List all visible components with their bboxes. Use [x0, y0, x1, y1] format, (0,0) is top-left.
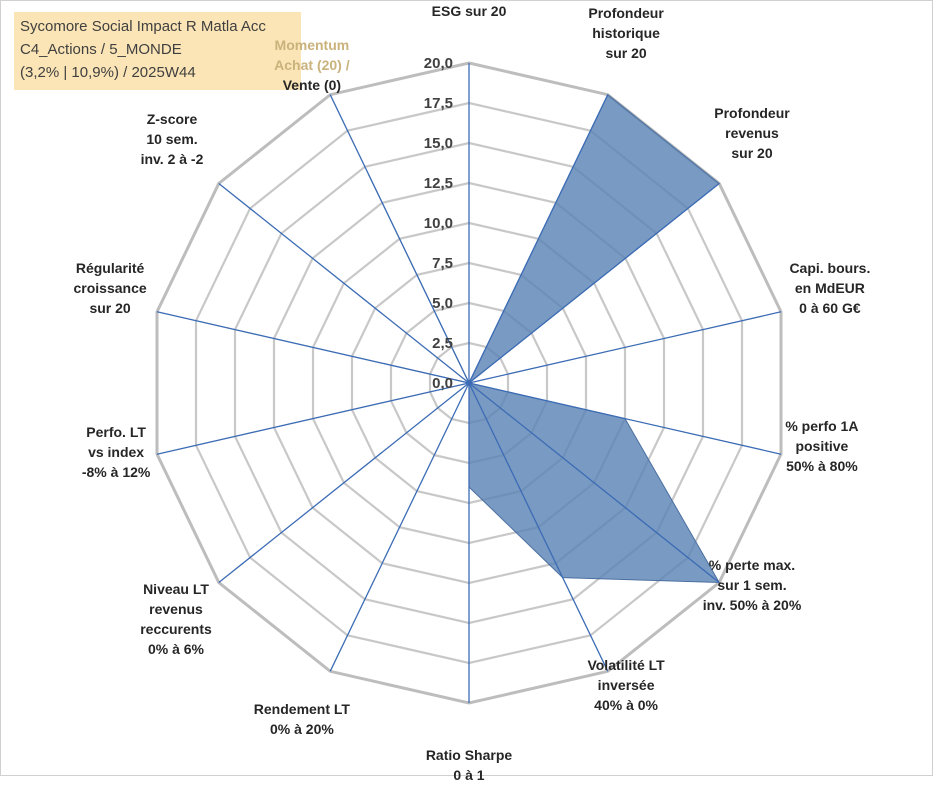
series-layer	[368, 95, 719, 583]
tick-label-4: 10,0	[424, 215, 453, 232]
title-line-fund: Sycomore Social Impact R Matla Acc	[20, 15, 295, 38]
tick-label-8: 20,0	[424, 55, 453, 72]
tick-labels: 0,0 2,5 5,0 7,5 10,0 12,5 15,0 17,5 20,0	[424, 55, 453, 392]
tick-label-3: 7,5	[432, 255, 453, 272]
tick-label-6: 15,0	[424, 135, 453, 152]
title-line-stats: (3,2% | 10,9%) / 2025W44	[20, 61, 295, 84]
series-area-0	[368, 95, 719, 583]
tick-label-5: 12,5	[424, 175, 453, 192]
chart-title-box: Sycomore Social Impact R Matla Acc C4_Ac…	[14, 12, 301, 90]
title-line-category: C4_Actions / 5_MONDE	[20, 38, 295, 61]
tick-label-1: 2,5	[432, 335, 453, 352]
tick-label-0: 0,0	[432, 375, 453, 392]
tick-label-7: 17,5	[424, 95, 453, 112]
tick-label-2: 5,0	[432, 295, 453, 312]
axis-spoke-8	[330, 383, 469, 671]
